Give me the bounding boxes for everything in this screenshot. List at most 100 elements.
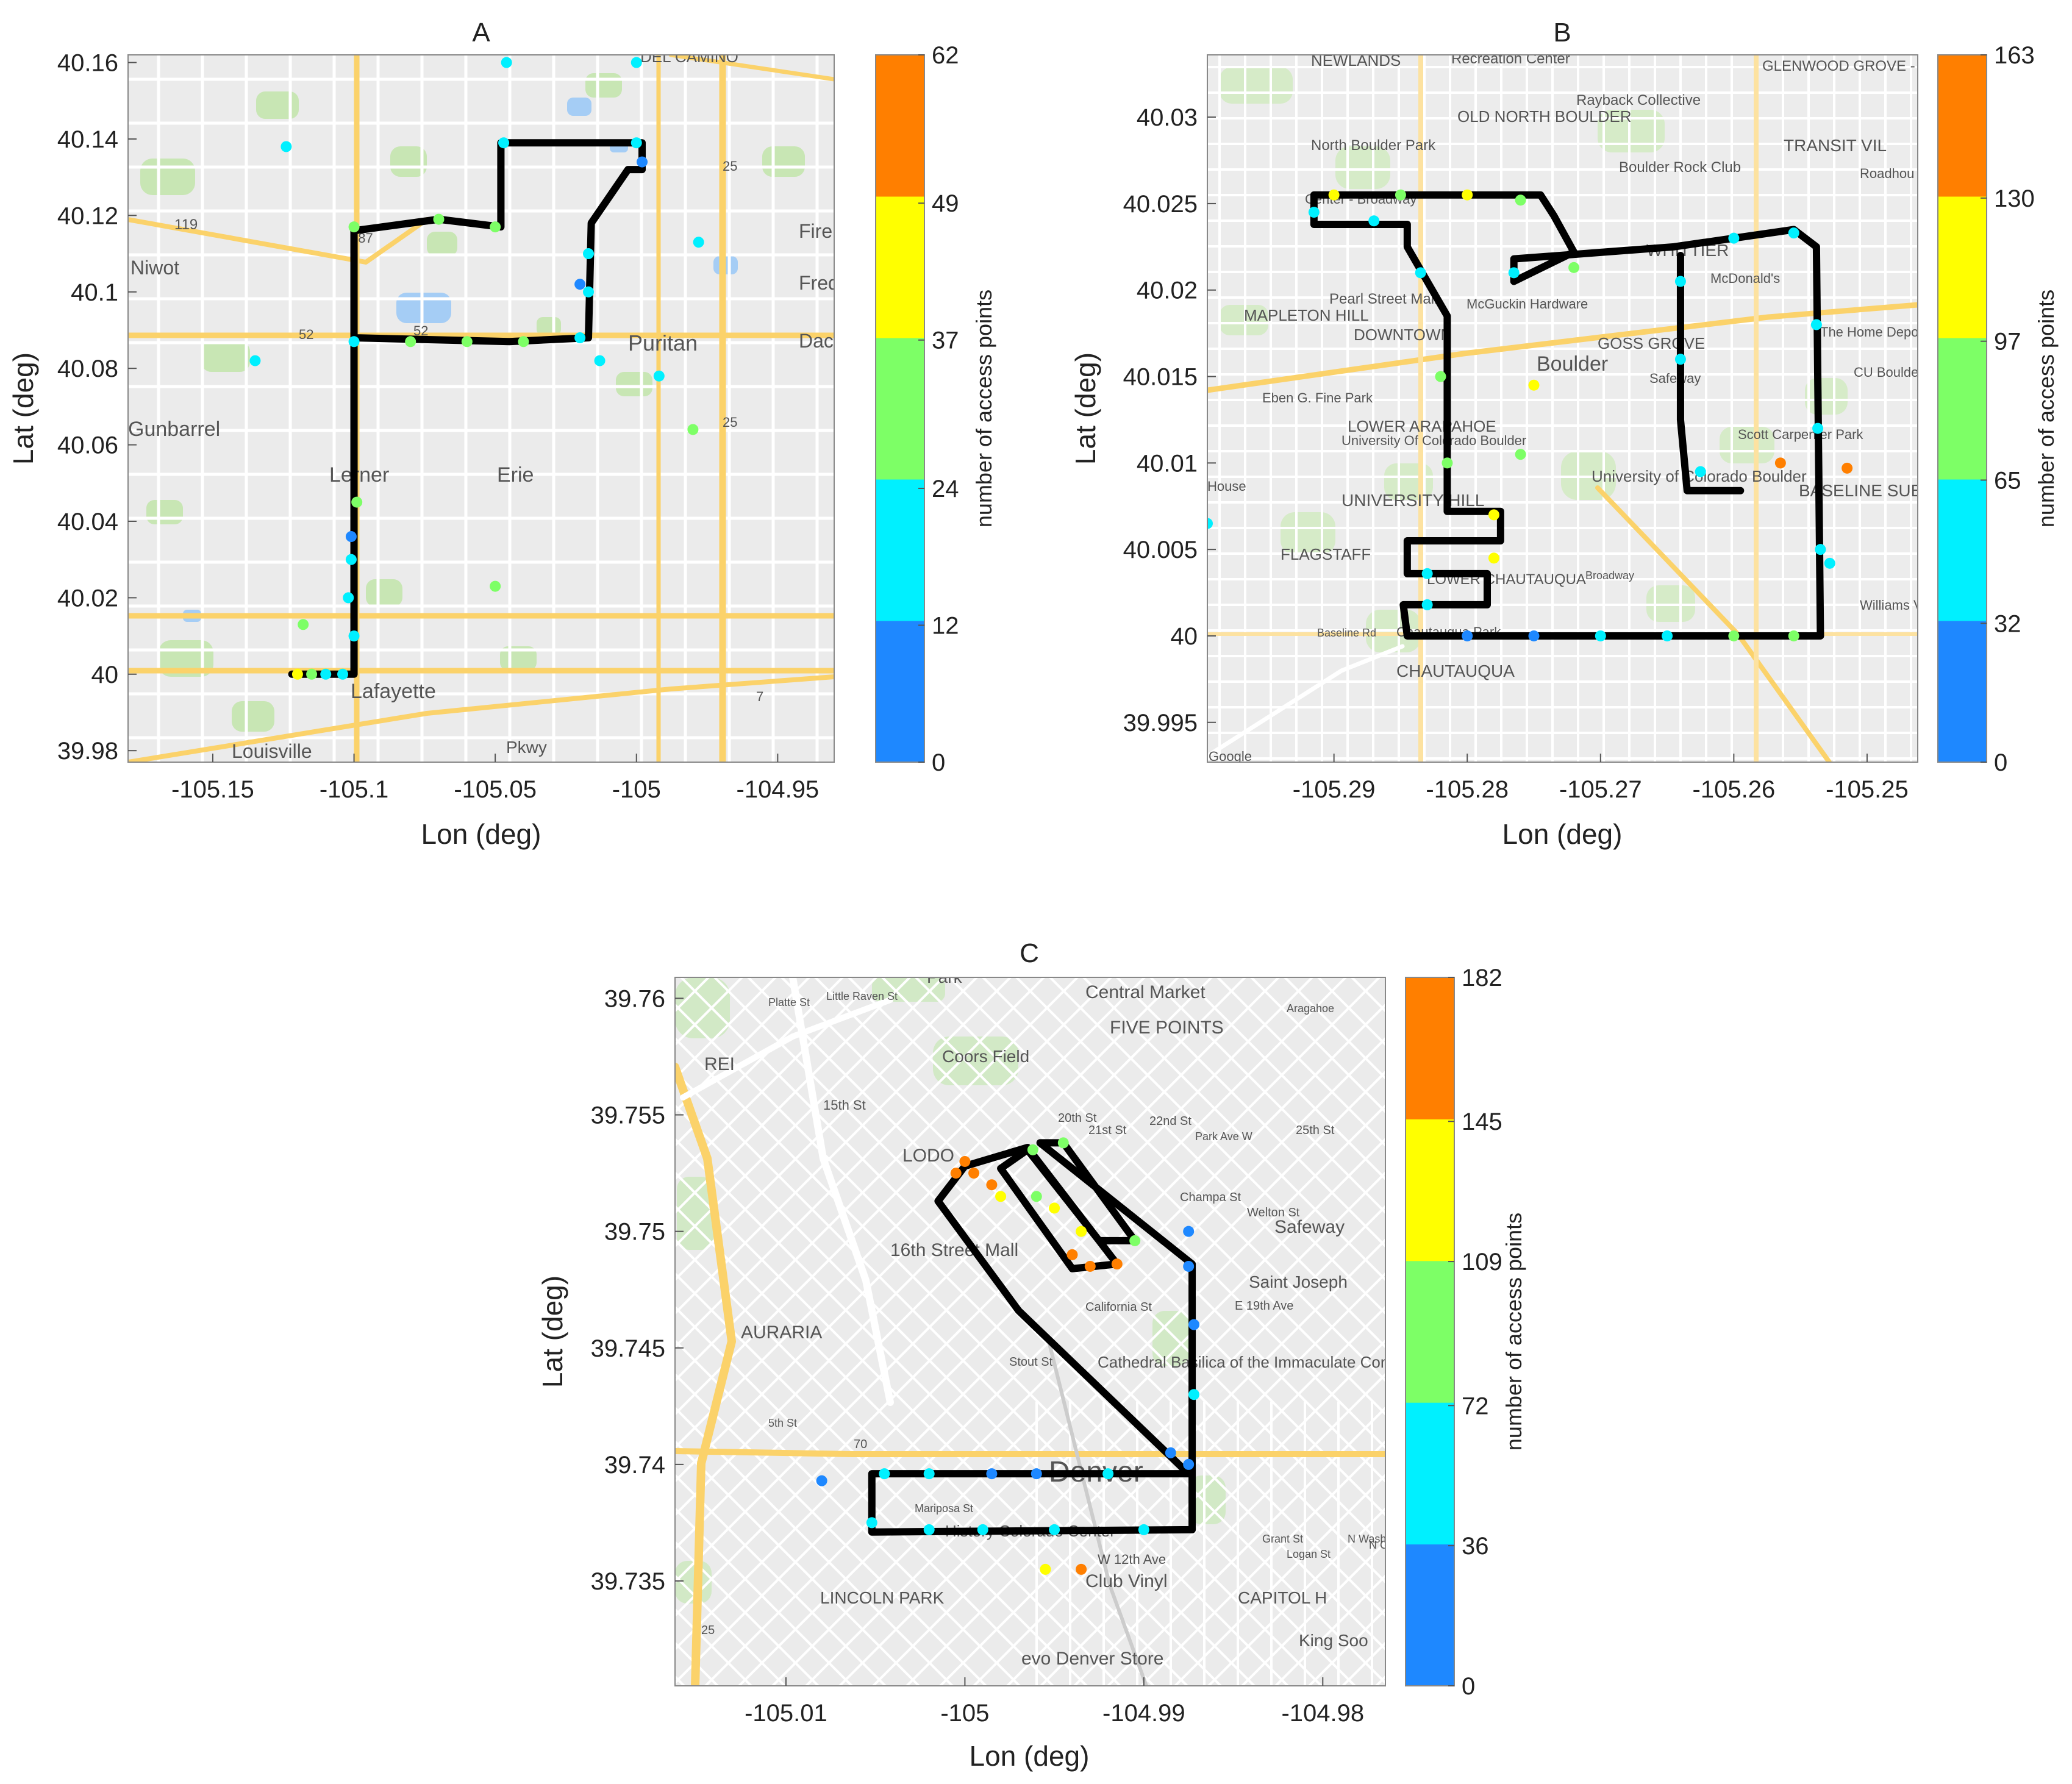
access-point-marker xyxy=(631,57,642,68)
y-tick-label: 40 xyxy=(91,662,119,688)
access-point-marker xyxy=(461,336,473,348)
minor-road xyxy=(1082,977,1385,1282)
minor-road xyxy=(675,977,1347,1651)
x-tick-label: -105.26 xyxy=(1693,776,1776,803)
access-point-marker xyxy=(1774,457,1786,469)
green-area xyxy=(675,977,730,1038)
green-area xyxy=(146,500,183,524)
colorbar-c: 0 36 72 109 145 182 number of access points xyxy=(1405,965,1526,1700)
minor-road xyxy=(675,977,1381,1685)
map-label: The Home Depot xyxy=(1820,324,1923,340)
colorbar-tick-label: 109 xyxy=(1462,1249,1502,1276)
colorbar-segment xyxy=(1406,1119,1454,1261)
green-area xyxy=(1335,146,1390,189)
route-line xyxy=(868,1139,1196,1536)
x-tick-label: -104.99 xyxy=(1102,1700,1185,1727)
minor-road xyxy=(675,1238,1121,1686)
map-label: CAPITOL H xyxy=(1238,1588,1327,1607)
minor-road xyxy=(675,977,1079,1382)
map-label: Saint Joseph xyxy=(1249,1272,1348,1291)
minor-road xyxy=(738,1037,1385,1686)
access-point-marker xyxy=(959,1155,971,1167)
colorbar-segment xyxy=(1406,1402,1454,1545)
minor-road xyxy=(1216,977,1385,1147)
map-label: Dac xyxy=(799,330,834,352)
y-tick-label: 40.02 xyxy=(57,585,118,612)
minor-road xyxy=(1040,1339,1385,1686)
minor-road xyxy=(1140,1440,1385,1686)
colorbar-tick-label: 49 xyxy=(932,190,959,217)
map-label: 70 xyxy=(854,1438,867,1451)
access-point-marker xyxy=(1102,1468,1114,1480)
map-label: LINCOLN PARK xyxy=(820,1588,945,1607)
access-point-marker xyxy=(1728,630,1740,641)
map-label: Club Vinyl xyxy=(1085,1571,1168,1591)
minor-road xyxy=(675,977,877,1181)
map-label: OLD NORTH BOULDER xyxy=(1457,107,1632,126)
access-point-marker xyxy=(1183,1226,1195,1237)
access-point-marker xyxy=(923,1468,935,1480)
access-point-marker xyxy=(693,237,704,248)
minor-road xyxy=(704,1003,1385,1686)
map-label: Safeway xyxy=(1649,371,1701,386)
access-point-marker xyxy=(320,668,332,680)
y-tick-label: 40.01 xyxy=(1137,450,1198,477)
access-point-marker xyxy=(631,137,642,149)
green-area xyxy=(1720,427,1774,463)
access-point-marker xyxy=(280,141,292,152)
access-point-marker xyxy=(1488,552,1499,564)
access-point-marker xyxy=(986,1179,998,1191)
x-tick-label: -104.95 xyxy=(737,776,820,803)
green-area xyxy=(390,146,427,177)
access-point-marker xyxy=(995,1191,1007,1202)
y-tick-label: 40.1 xyxy=(71,279,118,306)
access-point-marker xyxy=(1395,189,1406,201)
access-point-marker xyxy=(1695,466,1706,477)
minor-road xyxy=(1049,977,1385,1315)
minor-road xyxy=(1477,977,2072,1686)
colorbar-b: 0 32 65 97 130 163 number of access points xyxy=(1937,42,2059,776)
y-tick-label: 40.005 xyxy=(1123,537,1198,563)
access-point-marker xyxy=(594,355,606,366)
colorbar-tick-label: 37 xyxy=(932,327,959,354)
access-point-marker xyxy=(1183,1458,1195,1470)
minor-road xyxy=(675,1507,853,1686)
minor-road xyxy=(1284,977,1385,1080)
map-label: DOWNTOWN xyxy=(1354,326,1452,344)
y-tick-label: 39.735 xyxy=(591,1568,665,1595)
map-label: 25th St xyxy=(1296,1124,1335,1137)
minor-road xyxy=(675,977,844,1147)
minor-road xyxy=(1544,977,2072,1686)
access-point-marker xyxy=(1031,1468,1042,1480)
access-point-marker xyxy=(345,531,357,543)
minor-road xyxy=(675,1473,887,1686)
y-tick-label: 39.755 xyxy=(591,1102,665,1129)
access-point-marker xyxy=(1788,630,1799,641)
colorbar-label: number of access points xyxy=(971,290,996,527)
colorbar-segment xyxy=(1406,977,1454,1119)
map-label: Williams Villag xyxy=(1860,598,1946,613)
route-line xyxy=(1310,191,1824,640)
minor-road xyxy=(675,977,1112,1416)
access-point-marker xyxy=(345,554,357,565)
minor-road xyxy=(1250,977,1385,1114)
access-point-marker xyxy=(583,248,595,260)
map-label: Cathedral Basilica of the Immaculate Con… xyxy=(1098,1353,1440,1371)
access-point-marker xyxy=(1040,1563,1051,1575)
access-point-marker xyxy=(1810,319,1822,330)
minor-road xyxy=(675,977,945,1248)
colorbar-segment xyxy=(876,196,924,338)
colorbar-label: number of access points xyxy=(2034,290,2059,527)
major-road xyxy=(675,1448,1385,1457)
map-label: AURARIA xyxy=(741,1322,822,1343)
access-point-marker xyxy=(348,336,360,348)
y-tick-label: 40.16 xyxy=(57,50,118,77)
minor-road xyxy=(1149,977,1385,1215)
major-road xyxy=(128,674,834,762)
access-point-marker xyxy=(348,221,360,233)
green-area xyxy=(201,341,250,372)
access-point-marker xyxy=(1508,267,1520,279)
green-area xyxy=(616,372,652,396)
map-label: N Washington St xyxy=(1348,1533,1429,1545)
minor-road xyxy=(1241,1540,1385,1686)
